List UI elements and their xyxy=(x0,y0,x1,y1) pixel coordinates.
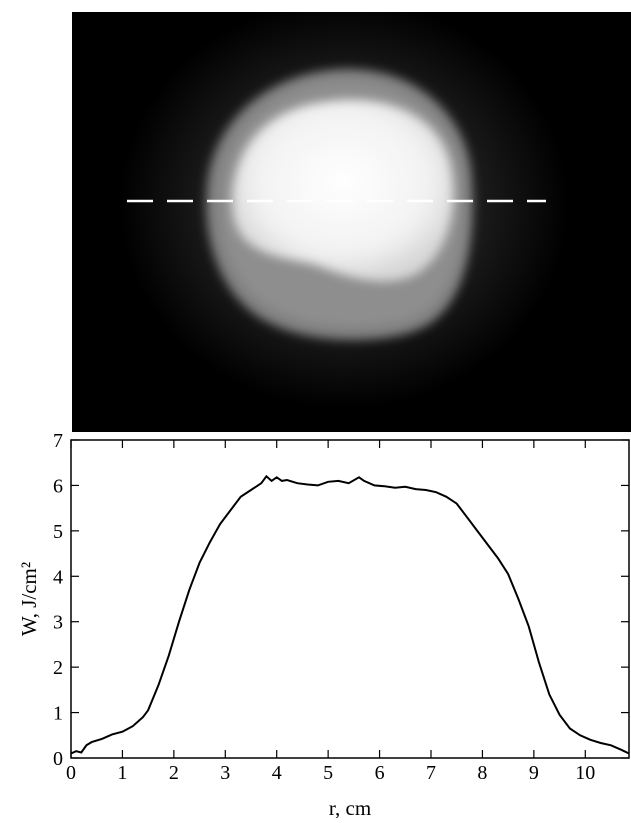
y-tick-label: 5 xyxy=(53,521,63,543)
beam-profile-image xyxy=(72,0,631,432)
fluence-profile-chart: 0 1 2 3 4 5 6 7 8 9 10 0 1 2 3 4 5 6 7 r, cm W, J/cm² xyxy=(0,430,631,820)
y-tick-label: 7 xyxy=(53,432,63,452)
fluence-curve xyxy=(70,474,630,755)
x-tick-label: 8 xyxy=(477,762,487,784)
x-tick-label: 4 xyxy=(272,762,282,784)
y-tick-label: 2 xyxy=(53,657,63,679)
x-tick-label: 6 xyxy=(375,762,385,784)
y-tick-label: 3 xyxy=(53,612,63,634)
y-tick-label: 1 xyxy=(53,703,63,725)
x-tick-label: 1 xyxy=(117,762,127,784)
x-tick-label: 7 xyxy=(426,762,436,784)
beam-spot-svg xyxy=(72,0,631,432)
x-tick-label: 0 xyxy=(66,762,76,784)
plot-frame xyxy=(70,439,630,759)
y-tick-label: 4 xyxy=(53,566,63,588)
chart-svg: 0 1 2 3 4 5 6 7 8 9 10 0 1 2 3 4 5 6 7 r, cm W, J/cm² xyxy=(17,430,630,820)
x-tick-label: 5 xyxy=(323,762,333,784)
y-tick-label: 0 xyxy=(53,748,63,770)
y-tick-label: 6 xyxy=(53,475,63,497)
x-tick-label: 9 xyxy=(529,762,539,784)
x-tick-label: 10 xyxy=(575,762,595,784)
x-tick-label: 2 xyxy=(169,762,179,784)
y-axis-label: W, J/cm² xyxy=(17,562,41,636)
x-tick-label: 3 xyxy=(220,762,230,784)
beam-core xyxy=(232,99,454,282)
x-axis-label: r, cm xyxy=(329,796,371,818)
